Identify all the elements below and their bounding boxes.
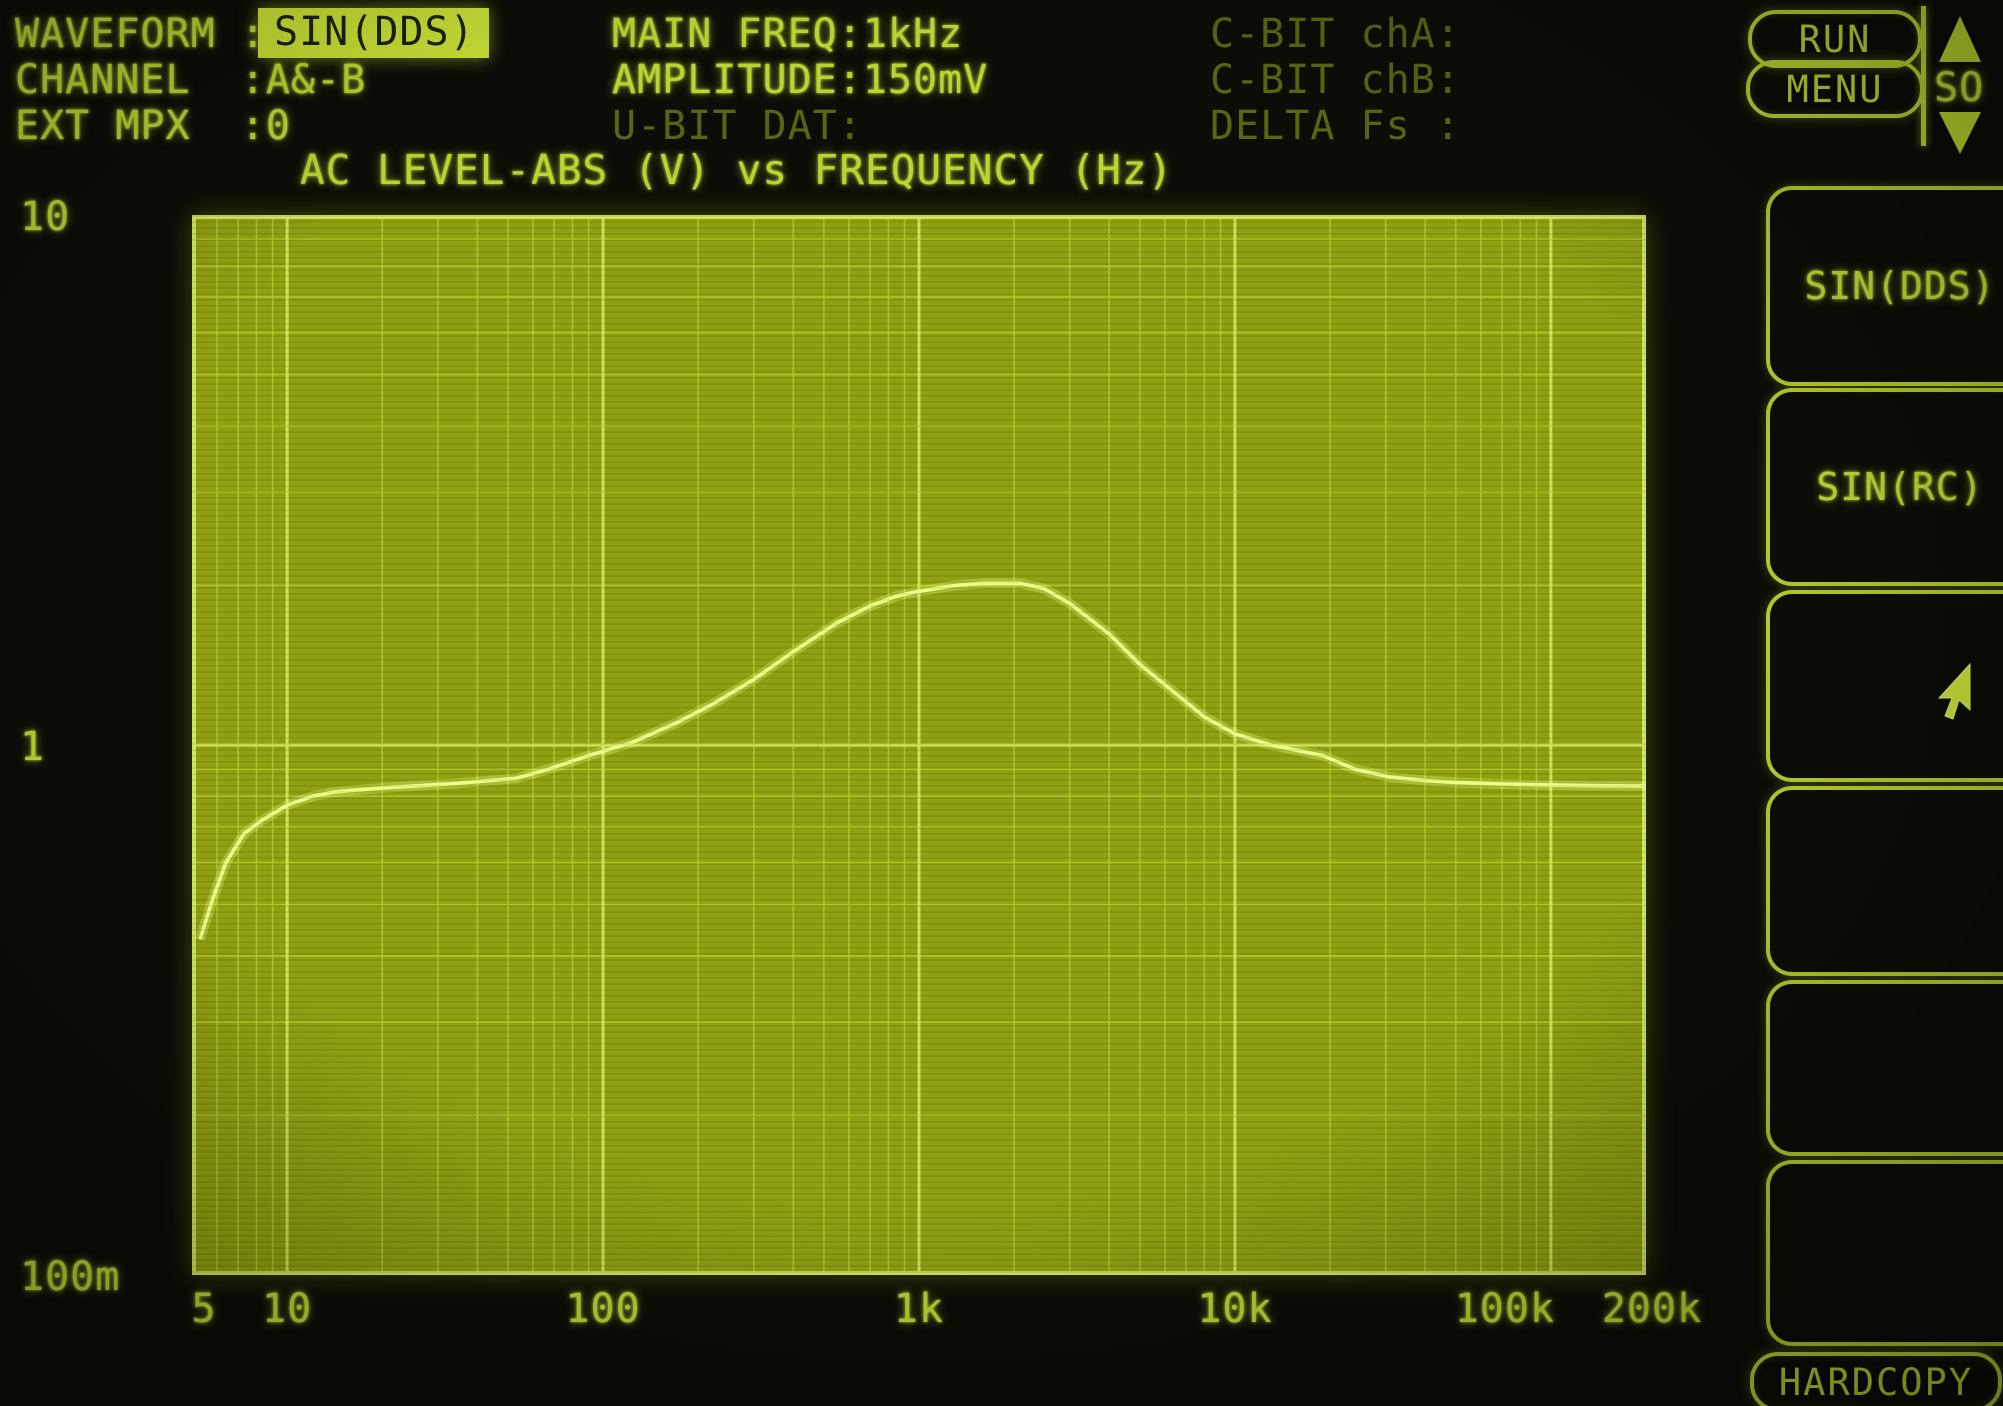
menu-button[interactable]: MENU: [1746, 60, 1924, 118]
u-bit-dat-field: U-BIT DAT:: [612, 103, 863, 149]
x-tick-label: 10k: [1197, 1286, 1273, 1332]
softkey-blank-5[interactable]: [1766, 980, 2003, 1156]
x-tick-label: 5: [191, 1286, 217, 1332]
main-freq-field: MAIN FREQ:1kHz: [612, 11, 964, 57]
c-bit-chb-field: C-BIT chB:: [1210, 57, 1461, 103]
x-tick-label: 1k: [893, 1286, 945, 1332]
waveform-value-highlighted[interactable]: SIN(DDS): [258, 8, 489, 58]
y-tick-label: 100m: [20, 1254, 121, 1300]
y-tick-label: 1: [20, 724, 46, 770]
scroll-up-icon[interactable]: [1939, 16, 1981, 62]
c-bit-cha-field: C-BIT chA:: [1210, 11, 1461, 57]
x-tick-label: 10: [262, 1286, 313, 1332]
ext-mpx-field: EXT MPX :0: [15, 103, 291, 149]
softkey-label: SIN(RC): [1816, 465, 1984, 509]
x-tick-label: 200k: [1601, 1286, 1703, 1332]
softkey-blank-3[interactable]: [1766, 590, 2003, 782]
softkey-sin-dds[interactable]: SIN(DDS): [1766, 186, 2003, 386]
mouse-cursor-icon: [1938, 662, 1971, 720]
softkey-blank-6[interactable]: [1766, 1160, 2003, 1346]
delta-fs-field: DELTA Fs :: [1210, 103, 1461, 149]
channel-field: CHANNEL :A&-B: [15, 57, 367, 103]
chart-title: AC LEVEL-ABS (V) vs FREQUENCY (Hz): [300, 146, 1174, 194]
scroll-label: SO: [1934, 65, 1985, 111]
softkey-sin-rc[interactable]: SIN(RC): [1766, 388, 2003, 586]
amplitude-field: AMPLITUDE:150mV: [612, 57, 989, 103]
vertical-divider: [1921, 6, 1926, 146]
run-button[interactable]: RUN: [1748, 10, 1922, 68]
y-tick-label: 10: [20, 194, 71, 240]
response-curve: [195, 578, 1647, 941]
chart-area: [192, 215, 1647, 1275]
scroll-down-icon[interactable]: [1939, 112, 1981, 154]
x-tick-label: 100k: [1454, 1286, 1556, 1332]
hardcopy-button[interactable]: HARDCOPY: [1750, 1352, 2002, 1406]
waveform-label: WAVEFORM :: [15, 11, 266, 57]
softkey-blank-4[interactable]: [1766, 786, 2003, 976]
softkey-label: SIN(DDS): [1804, 264, 1996, 308]
x-tick-label: 100: [565, 1286, 641, 1332]
frequency-response-plot: [192, 215, 1647, 1275]
response-curve: [198, 581, 1647, 940]
